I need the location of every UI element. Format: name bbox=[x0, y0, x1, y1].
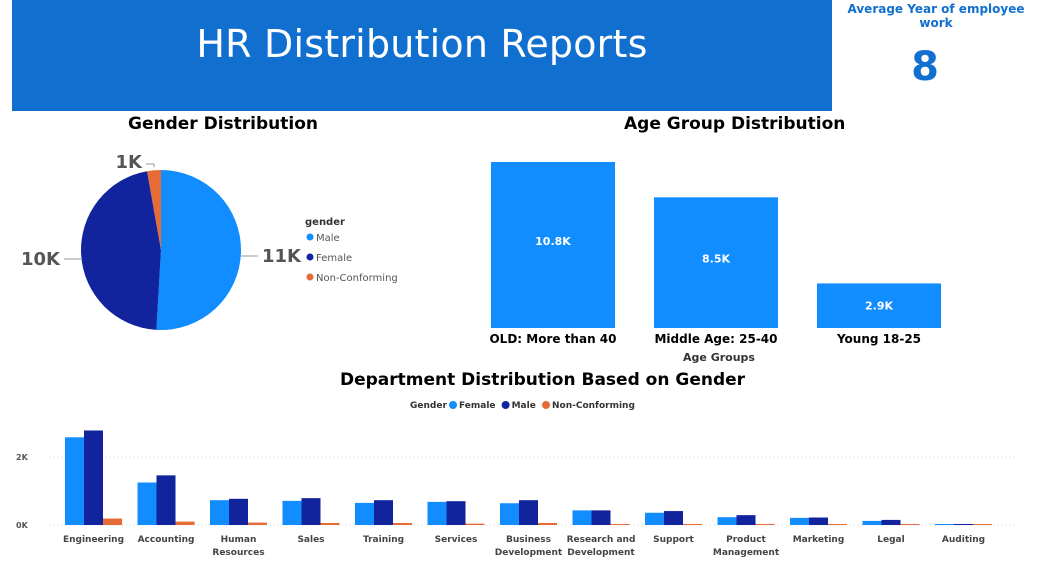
age-category-label: OLD: More than 40 bbox=[489, 332, 616, 346]
department-bar-non-conforming[interactable] bbox=[683, 524, 702, 525]
legend-dot-female bbox=[306, 253, 314, 261]
department-bar-non-conforming[interactable] bbox=[900, 524, 920, 525]
department-bar-male[interactable] bbox=[881, 519, 901, 525]
y-tick-label: 2K bbox=[16, 453, 29, 462]
department-bar-female[interactable] bbox=[500, 503, 519, 525]
department-bar-male[interactable] bbox=[446, 501, 466, 525]
department-category-label: Engineering bbox=[63, 535, 124, 545]
department-category-label: Business bbox=[506, 535, 551, 545]
department-bar-female[interactable] bbox=[282, 500, 302, 525]
department-bar-non-conforming[interactable] bbox=[755, 523, 775, 525]
department-bar-female[interactable] bbox=[572, 510, 592, 525]
department-legend-item[interactable]: Non-Conforming bbox=[552, 401, 635, 411]
gender-pie-chart[interactable]: 11K 10K 1K gender Male Female Non-Conforming bbox=[0, 140, 440, 350]
department-bar-chart[interactable]: Gender Female Male Non-Conforming 0K 2K Engine… bbox=[0, 392, 1039, 572]
age-chart-title: Age Group Distribution bbox=[624, 114, 846, 134]
pie-slice-female[interactable] bbox=[81, 171, 161, 330]
department-bar-non-conforming[interactable] bbox=[103, 518, 122, 525]
department-category-label: Research and bbox=[567, 535, 636, 545]
department-bar-female[interactable] bbox=[790, 517, 809, 525]
department-bar-male[interactable] bbox=[301, 498, 321, 525]
department-bar-female[interactable] bbox=[935, 523, 954, 525]
department-bar-male[interactable] bbox=[736, 515, 756, 525]
department-bar-female[interactable] bbox=[645, 512, 664, 525]
department-legend-item[interactable]: Female bbox=[459, 401, 496, 411]
department-bar-non-conforming[interactable] bbox=[175, 521, 195, 525]
department-bar-non-conforming[interactable] bbox=[828, 524, 847, 525]
pie-data-label: 11K bbox=[262, 246, 302, 267]
kpi-label: Average Year of employee work bbox=[847, 2, 1025, 30]
pie-slice-male[interactable] bbox=[156, 170, 241, 330]
pie-legend-item[interactable]: Female bbox=[316, 253, 352, 264]
department-bar-non-conforming[interactable] bbox=[610, 523, 630, 525]
pie-data-label: 1K bbox=[116, 152, 144, 173]
department-bar-male[interactable] bbox=[664, 511, 683, 525]
department-bar-male[interactable] bbox=[954, 523, 973, 525]
department-category-label: Product bbox=[726, 535, 766, 545]
department-legend-title: Gender bbox=[410, 401, 447, 411]
department-category-label: Sales bbox=[297, 535, 324, 545]
age-bar-data-label: 2.9K bbox=[865, 300, 893, 313]
age-bar-data-label: 10.8K bbox=[535, 235, 571, 248]
department-category-label: Development bbox=[567, 548, 635, 558]
department-bar-male[interactable] bbox=[84, 430, 103, 525]
legend-dot-non-conforming bbox=[306, 273, 314, 281]
department-bar-male[interactable] bbox=[156, 475, 176, 525]
department-category-label: Marketing bbox=[793, 535, 845, 545]
department-bar-non-conforming[interactable] bbox=[393, 522, 412, 525]
gender-chart-title: Gender Distribution bbox=[128, 114, 318, 134]
age-bar[interactable] bbox=[817, 283, 941, 328]
department-bar-non-conforming[interactable] bbox=[248, 522, 267, 525]
department-category-label: Accounting bbox=[138, 535, 195, 545]
legend-dot-male bbox=[501, 401, 510, 409]
department-bar-female[interactable] bbox=[355, 502, 374, 525]
department-category-label: Training bbox=[363, 535, 404, 545]
header-banner: HR Distribution Reports bbox=[12, 0, 832, 111]
department-category-label: Auditing bbox=[942, 535, 985, 545]
department-category-label: Management bbox=[713, 548, 780, 558]
department-bar-male[interactable] bbox=[374, 500, 393, 525]
legend-dot-male bbox=[306, 233, 314, 241]
pie-legend-item[interactable]: Non-Conforming bbox=[316, 273, 398, 284]
department-category-label: Human bbox=[221, 535, 257, 545]
department-bar-female[interactable] bbox=[137, 482, 157, 526]
age-bar-chart[interactable]: 10.8K OLD: More than 40 8.5K Middle Age: 25… bbox=[470, 150, 990, 370]
age-bar[interactable] bbox=[654, 197, 778, 328]
age-category-label: Middle Age: 25-40 bbox=[654, 332, 777, 346]
age-bar[interactable] bbox=[491, 162, 615, 328]
department-bar-male[interactable] bbox=[519, 500, 538, 525]
legend-dot-female bbox=[449, 401, 457, 409]
department-category-label: Resources bbox=[212, 548, 264, 558]
y-tick-label: 0K bbox=[16, 521, 29, 530]
department-category-label: Support bbox=[653, 535, 694, 545]
department-bar-male[interactable] bbox=[229, 498, 248, 525]
department-chart-title: Department Distribution Based on Gender bbox=[340, 370, 746, 390]
department-bar-non-conforming[interactable] bbox=[538, 522, 557, 525]
pie-slice-non-conforming[interactable] bbox=[147, 170, 161, 250]
department-bar-male[interactable] bbox=[809, 517, 828, 525]
age-bar-data-label: 8.5K bbox=[702, 253, 730, 266]
department-bar-female[interactable] bbox=[427, 501, 447, 525]
pie-legend-title: gender bbox=[305, 217, 345, 228]
department-bar-female[interactable] bbox=[65, 437, 84, 525]
legend-dot-non-conforming bbox=[542, 401, 550, 409]
department-legend-item[interactable]: Male bbox=[512, 401, 536, 411]
department-category-label: Development bbox=[495, 548, 563, 558]
department-bar-female[interactable] bbox=[210, 500, 229, 525]
department-bar-male[interactable] bbox=[591, 510, 611, 525]
department-bar-female[interactable] bbox=[862, 520, 882, 525]
department-bar-non-conforming[interactable] bbox=[320, 522, 340, 525]
department-category-label: Legal bbox=[877, 535, 904, 545]
pie-data-label: 10K bbox=[21, 249, 61, 270]
department-category-label: Services bbox=[435, 535, 478, 545]
pie-leader-line bbox=[146, 163, 155, 168]
age-category-label: Young 18-25 bbox=[836, 332, 921, 346]
pie-legend-item[interactable]: Male bbox=[316, 233, 340, 244]
report-title: HR Distribution Reports bbox=[196, 22, 648, 66]
department-bar-non-conforming[interactable] bbox=[973, 524, 992, 525]
department-bar-female[interactable] bbox=[717, 517, 737, 525]
department-bar-non-conforming[interactable] bbox=[465, 523, 485, 525]
kpi-value: 8 bbox=[911, 44, 939, 90]
age-axis-title: Age Groups bbox=[683, 351, 755, 364]
